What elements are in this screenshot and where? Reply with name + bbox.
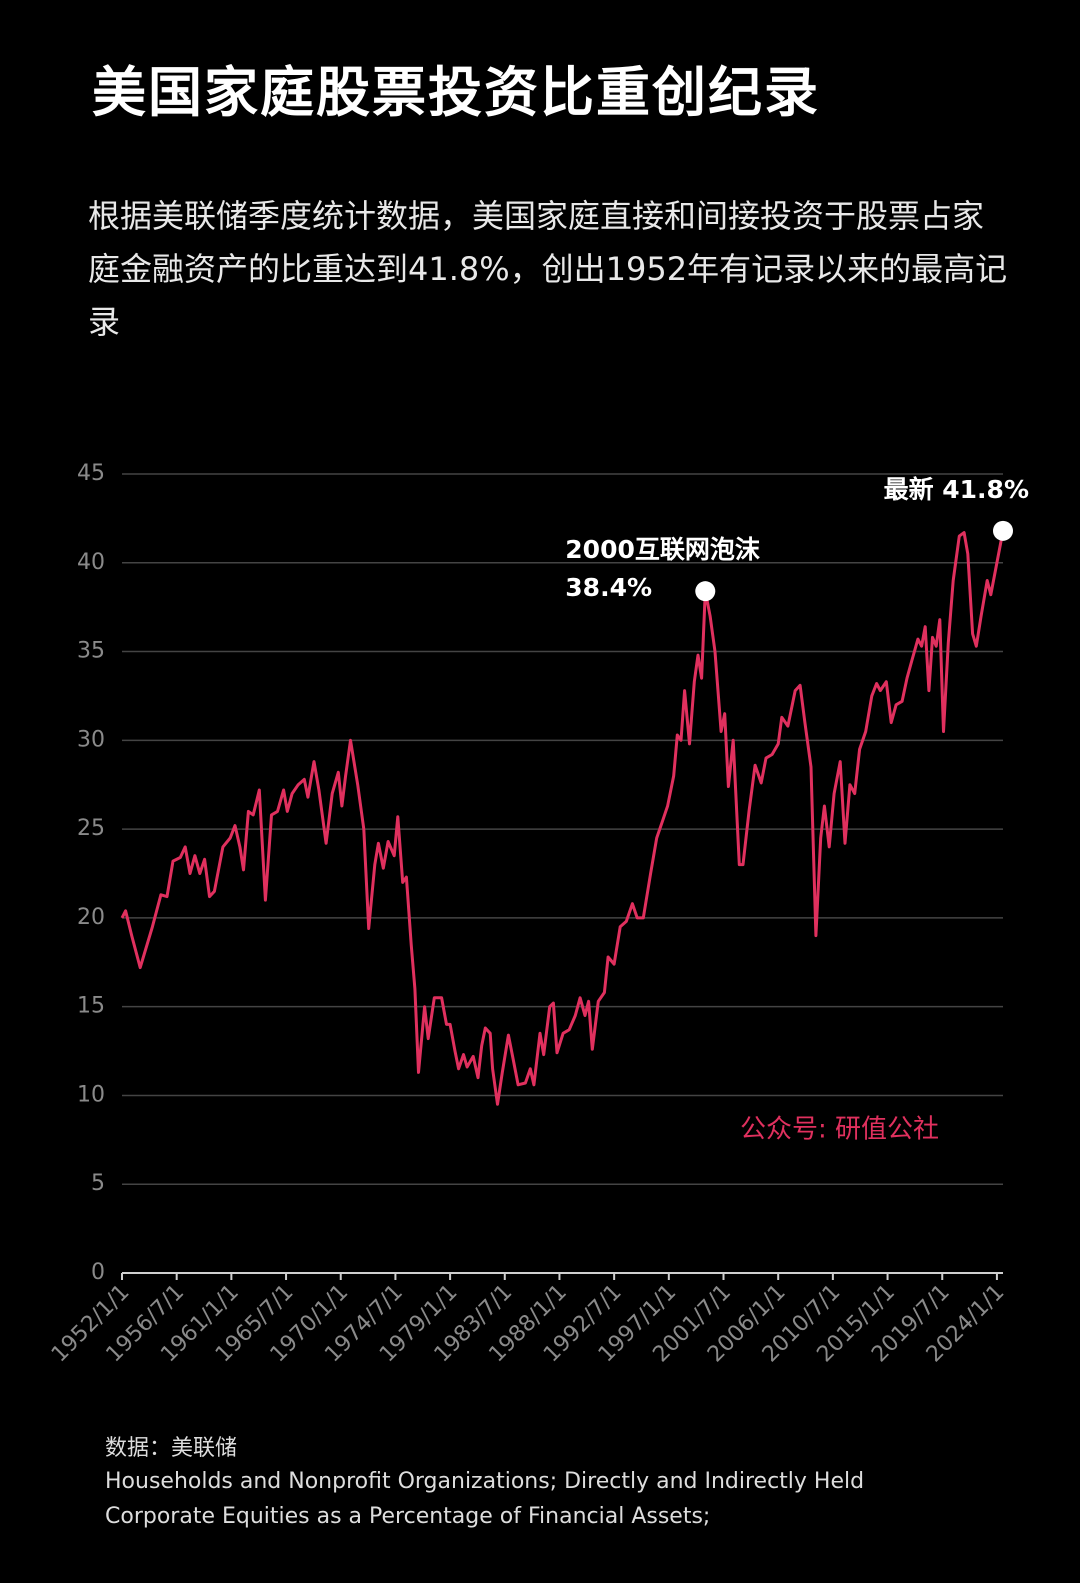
y-tick-label: 40 xyxy=(77,550,105,575)
y-tick-label: 0 xyxy=(91,1260,105,1285)
annotation: 2000互联网泡沫 xyxy=(565,535,760,564)
title: 美国家庭股票投资比重创纪录 xyxy=(92,61,820,124)
subtitle: 根据美联储季度统计数据，美国家庭直接和间接投资于股票占家庭金融资产的比重达到41… xyxy=(88,197,1008,341)
y-tick-label: 15 xyxy=(77,994,105,1019)
highlight-point xyxy=(993,520,1013,541)
source: 数据：美联储 xyxy=(105,1436,238,1461)
note: Households and Nonprofit Organizations; … xyxy=(105,1469,865,1529)
y-tick-label: 30 xyxy=(77,727,105,752)
y-tick-label: 20 xyxy=(77,905,105,930)
annotation: 38.4% xyxy=(565,573,652,602)
y-tick-label: 45 xyxy=(77,461,105,486)
watermark: 公众号: 研值公社 xyxy=(740,1115,939,1145)
y-tick-label: 10 xyxy=(77,1082,105,1107)
y-tick-label: 35 xyxy=(77,639,105,664)
data-line xyxy=(120,530,1005,1106)
chart: 0510152025303540451952/1/11956/7/11961/1… xyxy=(47,461,1029,1367)
y-tick-label: 5 xyxy=(91,1171,105,1196)
annotation: 最新 41.8% xyxy=(884,475,1029,504)
y-tick-label: 25 xyxy=(77,816,105,841)
highlight-point xyxy=(695,581,716,602)
